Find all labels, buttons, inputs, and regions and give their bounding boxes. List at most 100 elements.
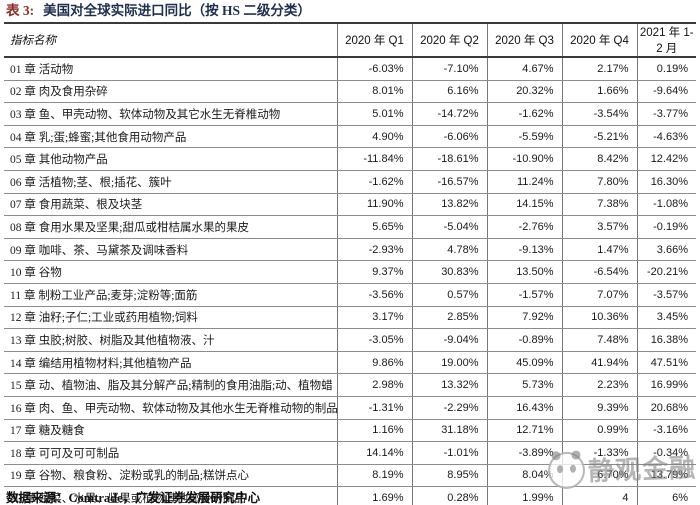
- row-value: -16.57%: [411, 170, 487, 194]
- row-value: 31.18%: [411, 419, 487, 443]
- row-value: 14.15%: [486, 193, 562, 217]
- row-value: -1.33%: [561, 441, 637, 465]
- row-value: 20.68%: [636, 396, 696, 420]
- row-label: 06 章 活植物;茎、根;插花、簇叶: [4, 170, 337, 194]
- row-value: 13.50%: [486, 260, 562, 284]
- table-title-text: 美国对全球实际进口同比（按 HS 二级分类）: [43, 3, 311, 18]
- row-value: 6.70%: [561, 464, 637, 488]
- row-value: 0.99%: [561, 419, 637, 443]
- table-row: 02 章 肉及食用杂碎 8.01% 6.16% 20.32% 1.66% -9.64%: [4, 80, 696, 104]
- row-value: 9.37%: [336, 260, 412, 284]
- row-value: -3.16%: [636, 419, 696, 443]
- row-value: 3.17%: [336, 306, 412, 330]
- table-row: 09 章 咖啡、茶、马黛茶及调味香料 -2.93% 4.78% -9.13% 1.47%…: [4, 238, 696, 262]
- row-value: 3.57%: [561, 215, 637, 239]
- row-value: 8.04%: [486, 464, 562, 488]
- row-value: 45.09%: [486, 351, 562, 375]
- row-value: 19.00%: [411, 351, 487, 375]
- row-label: 04 章 乳;蛋;蜂蜜;其他食用动物产品: [4, 125, 337, 149]
- table-row: 07 章 食用蔬菜、根及块茎 11.90% 13.82% 14.15% 7.38% -1.…: [4, 193, 696, 217]
- row-value: -2.29%: [411, 396, 487, 420]
- row-value: 5.01%: [336, 102, 412, 126]
- row-value: -6.54%: [561, 260, 637, 284]
- row-label: 19 章 谷物、粮食粉、淀粉或乳的制品;糕饼点心: [4, 464, 337, 488]
- row-value: -2.93%: [336, 238, 412, 262]
- row-value: 1.69%: [336, 486, 412, 505]
- row-value: 12.71%: [486, 419, 562, 443]
- row-value: 1.99%: [486, 486, 562, 505]
- table-row: 05 章 其他动物产品 -11.84% -18.61% -10.90% 8.42% 12.…: [4, 147, 696, 171]
- row-value: 5.73%: [486, 373, 562, 397]
- row-label: 14 章 编结用植物材料;其他植物产品: [4, 351, 337, 375]
- row-value: 3.66%: [636, 238, 696, 262]
- row-value: 0.28%: [411, 486, 487, 505]
- row-value: -1.31%: [336, 396, 412, 420]
- row-label: 13 章 虫胶;树胶、树脂及其他植物液、汁: [4, 328, 337, 352]
- row-value: -10.90%: [486, 147, 562, 171]
- data-table: 指标名称 2020 年 Q1 2020 年 Q2 2020 年 Q3 2020 …: [4, 22, 696, 505]
- row-value: 9.86%: [336, 351, 412, 375]
- row-value: 0.57%: [411, 283, 487, 307]
- row-value: 12.42%: [636, 147, 696, 171]
- row-label: 15 章 动、植物油、脂及其分解产品;精制的食用油脂;动、植物蜡: [4, 373, 337, 397]
- row-value: -7.10%: [411, 57, 487, 81]
- row-value: -5.21%: [561, 125, 637, 149]
- row-value: -14.72%: [411, 102, 487, 126]
- row-value: 8.42%: [561, 147, 637, 171]
- row-label: 10 章 谷物: [4, 260, 337, 284]
- table-row: 03 章 鱼、甲壳动物、软体动物及其它水生无脊椎动物 5.01% -14.72% -1…: [4, 102, 696, 126]
- row-value: -0.89%: [486, 328, 562, 352]
- col-header-2021jan-feb: 2021 年 1-2 月: [636, 22, 696, 58]
- row-value: -1.62%: [336, 170, 412, 194]
- row-value: 4.78%: [411, 238, 487, 262]
- row-value: 47.51%: [636, 351, 696, 375]
- row-label: 18 章 可可及可可制品: [4, 441, 337, 465]
- row-label: 20 章 蔬菜、水果、坚果或植物其他部分的制品: [4, 486, 337, 505]
- col-header-2020q3: 2020 年 Q3: [486, 22, 562, 58]
- table-header: 指标名称 2020 年 Q1 2020 年 Q2 2020 年 Q3 2020 …: [4, 22, 696, 58]
- row-label: 08 章 食用水果及坚果;甜瓜或柑桔属水果的果皮: [4, 215, 337, 239]
- row-value: -20.21%: [636, 260, 696, 284]
- row-value: -5.59%: [486, 125, 562, 149]
- row-value: 3.45%: [636, 306, 696, 330]
- row-value: 6.16%: [411, 80, 487, 104]
- row-value: 4.90%: [336, 125, 412, 149]
- row-value: 2.17%: [561, 57, 637, 81]
- row-value: 5.65%: [336, 215, 412, 239]
- row-value: 2.85%: [411, 306, 487, 330]
- row-value: 7.48%: [561, 328, 637, 352]
- row-label: 02 章 肉及食用杂碎: [4, 80, 337, 104]
- row-value: 20.32%: [486, 80, 562, 104]
- row-value: 7.92%: [486, 306, 562, 330]
- row-value: -1.08%: [636, 193, 696, 217]
- row-value: 9.39%: [561, 396, 637, 420]
- row-value: 7.07%: [561, 283, 637, 307]
- row-value: 7.38%: [561, 193, 637, 217]
- row-value: -6.06%: [411, 125, 487, 149]
- table-row: 11 章 制粉工业产品;麦芽;淀粉等;面筋 -3.56% 0.57% -1.57% 7.…: [4, 283, 696, 307]
- row-value: -1.01%: [411, 441, 487, 465]
- table-row: 15 章 动、植物油、脂及其分解产品;精制的食用油脂;动、植物蜡 2.98% 13.…: [4, 373, 696, 397]
- table-title: 表 3: 美国对全球实际进口同比（按 HS 二级分类）: [6, 2, 311, 20]
- row-value: 8.19%: [336, 464, 412, 488]
- row-value: -0.34%: [636, 441, 696, 465]
- row-value: 16.38%: [636, 328, 696, 352]
- row-value: 13.82%: [411, 193, 487, 217]
- row-value: 4.67%: [486, 57, 562, 81]
- row-value: -5.04%: [411, 215, 487, 239]
- row-value: 14.14%: [336, 441, 412, 465]
- row-value: 7.80%: [561, 170, 637, 194]
- row-value: -18.61%: [411, 147, 487, 171]
- row-value: -3.56%: [336, 283, 412, 307]
- col-header-2020q4: 2020 年 Q4: [561, 22, 637, 58]
- row-value: 1.47%: [561, 238, 637, 262]
- row-value: 6%: [636, 486, 696, 505]
- row-value: 16.43%: [486, 396, 562, 420]
- row-value: -9.13%: [486, 238, 562, 262]
- table-row: 17 章 糖及糖食 1.16% 31.18% 12.71% 0.99% -3.16%: [4, 419, 696, 443]
- row-label: 03 章 鱼、甲壳动物、软体动物及其它水生无脊椎动物: [4, 102, 337, 126]
- row-value: -11.84%: [336, 147, 412, 171]
- row-value: 11.24%: [486, 170, 562, 194]
- table-row: 01 章 活动物 -6.03% -7.10% 4.67% 2.17% 0.19%: [4, 57, 696, 81]
- row-label: 01 章 活动物: [4, 57, 337, 81]
